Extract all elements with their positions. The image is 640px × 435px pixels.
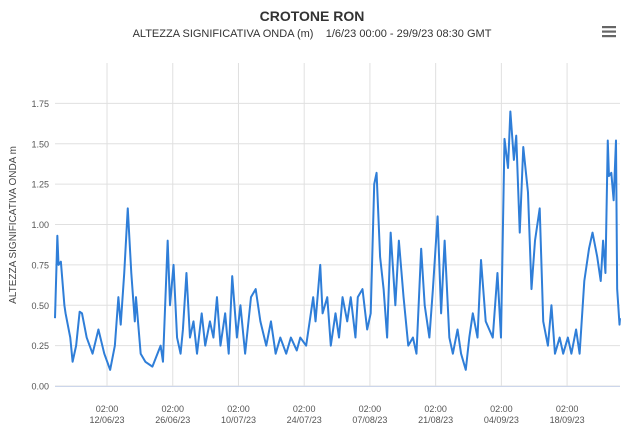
chart-subtitle: ALTEZZA SIGNIFICATIVA ONDA (m) 1/6/23 00… — [133, 28, 492, 40]
y-tick-label: 1.25 — [31, 180, 49, 190]
x-tick-label: 02:00 — [490, 404, 513, 414]
x-tick-label: 04/09/23 — [484, 415, 519, 425]
x-tick-label: 26/06/23 — [155, 415, 190, 425]
menu-icon-bar — [602, 26, 616, 29]
x-tick-label: 02:00 — [96, 404, 119, 414]
menu-button-area[interactable] — [599, 21, 619, 39]
menu-button[interactable] — [599, 21, 619, 39]
chart-title: CROTONE RON — [260, 8, 365, 24]
menu-icon-bar — [602, 35, 616, 38]
x-tick-label: 02:00 — [161, 404, 184, 414]
y-tick-label: 0.50 — [31, 301, 49, 311]
y-tick-label: 0.75 — [31, 260, 49, 270]
y-axis-title: ALTEZZA SIGNIFICATIVA ONDA m — [8, 146, 19, 304]
x-tick-label: 02:00 — [227, 404, 250, 414]
y-tick-label: 1.00 — [31, 220, 49, 230]
x-tick-label: 02:00 — [556, 404, 579, 414]
menu-icon-bar — [602, 30, 616, 33]
data-line — [54, 110, 621, 371]
x-tick-label: 18/09/23 — [550, 415, 585, 425]
x-tick-label: 24/07/23 — [287, 415, 322, 425]
x-tick-label: 02:00 — [359, 404, 382, 414]
y-tick-label: 1.75 — [31, 99, 49, 109]
x-tick-label: 02:00 — [424, 404, 447, 414]
y-tick-label: 0.00 — [31, 382, 49, 392]
y-tick-label: 0.25 — [31, 341, 49, 351]
x-tick-label: 07/08/23 — [352, 415, 387, 425]
x-tick-label: 10/07/23 — [221, 415, 256, 425]
x-tick-label: 02:00 — [293, 404, 316, 414]
x-tick-label: 12/06/23 — [90, 415, 125, 425]
x-tick-label: 21/08/23 — [418, 415, 453, 425]
y-tick-label: 1.50 — [31, 139, 49, 149]
